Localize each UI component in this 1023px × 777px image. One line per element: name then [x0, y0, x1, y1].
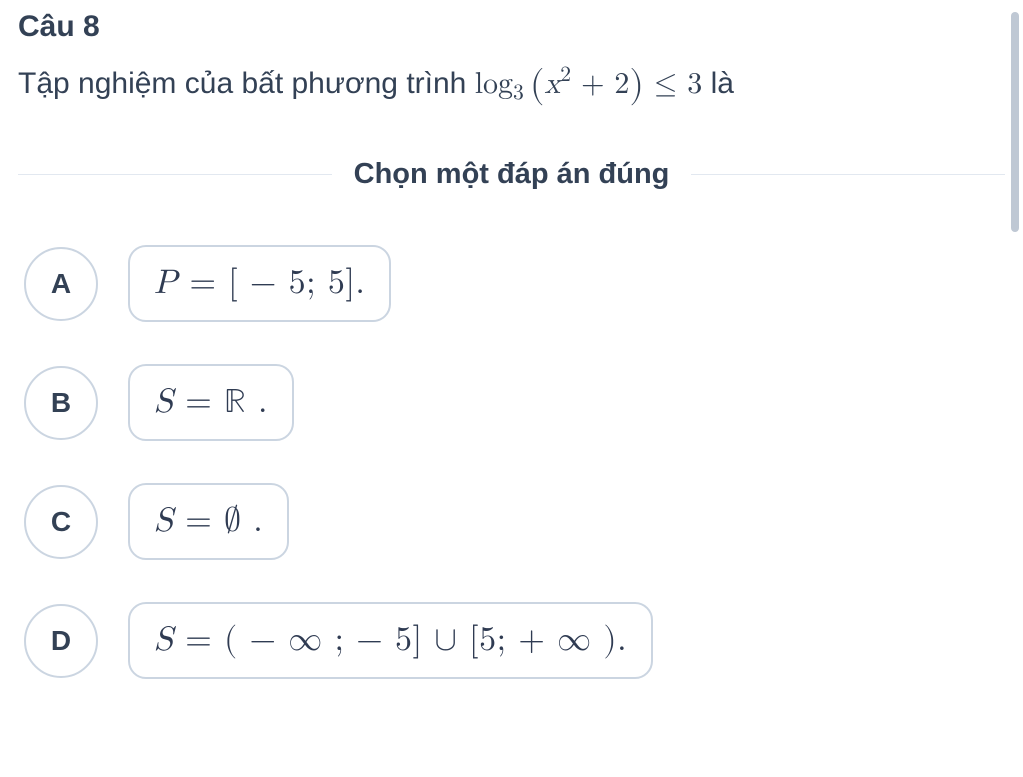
scrollbar-thumb[interactable]: [1011, 12, 1019, 232]
answer-c[interactable]: S = ∅ .: [128, 483, 289, 560]
answer-d[interactable]: S = ( − ∞ ; − 5] ∪ [5; + ∞ ).: [128, 602, 653, 679]
var-x: x: [544, 69, 560, 99]
log-base: 3: [513, 83, 524, 104]
radio-b[interactable]: B: [24, 366, 98, 440]
answer-a-body: [ − 5; 5].: [228, 266, 365, 300]
answer-c-set: ∅: [224, 504, 242, 538]
radio-a[interactable]: A: [24, 247, 98, 321]
option-d[interactable]: D S = ( − ∞ ; − 5] ∪ [5; + ∞ ).: [24, 602, 1005, 679]
radio-c[interactable]: C: [24, 485, 98, 559]
answer-c-var: S: [154, 504, 173, 538]
answer-b-tail: .: [246, 385, 268, 419]
exp-2: 2: [560, 65, 571, 86]
answer-b-var: S: [154, 385, 173, 419]
question-expression: log3 (x2 + 2) ≤ 3: [475, 69, 703, 99]
answer-a[interactable]: P = [ − 5; 5].: [128, 245, 391, 322]
answer-c-eq: =: [173, 504, 224, 538]
question-text: Tập nghiệm của bất phương trình log3 (x2…: [18, 58, 1005, 114]
option-b[interactable]: B S = ℝ .: [24, 364, 1005, 441]
option-c[interactable]: C S = ∅ .: [24, 483, 1005, 560]
answer-b-set: ℝ: [224, 385, 246, 419]
instruction-divider: Chọn một đáp án đúng: [18, 158, 1005, 191]
rhs-3: 3: [687, 69, 702, 99]
question-prefix: Tập nghiệm của bất phương trình: [18, 67, 475, 100]
answer-a-var: P: [154, 266, 178, 300]
const-2: 2: [614, 69, 629, 99]
radio-d[interactable]: D: [24, 604, 98, 678]
log-op: log: [475, 69, 513, 99]
answer-d-eq: =: [173, 623, 224, 657]
answer-b[interactable]: S = ℝ .: [128, 364, 294, 441]
question-number: Câu 8: [18, 10, 1005, 44]
rel-le: ≤: [644, 69, 687, 99]
answer-c-tail: .: [241, 504, 263, 538]
answer-d-body: ( − ∞ ; − 5] ∪ [5; + ∞ ).: [224, 623, 627, 657]
question-suffix: là: [702, 67, 734, 100]
option-a[interactable]: A P = [ − 5; 5].: [24, 245, 1005, 322]
divider-line-right: [691, 174, 1005, 175]
plus: +: [571, 69, 614, 99]
divider-line-left: [18, 174, 332, 175]
answer-d-var: S: [154, 623, 173, 657]
close-paren: ): [629, 67, 644, 104]
answer-b-eq: =: [173, 385, 224, 419]
open-paren: (: [530, 67, 545, 104]
options-list: A P = [ − 5; 5]. B S = ℝ . C S = ∅ . D S…: [18, 245, 1005, 679]
answer-a-eq: =: [178, 266, 229, 300]
instruction-label: Chọn một đáp án đúng: [332, 158, 692, 191]
